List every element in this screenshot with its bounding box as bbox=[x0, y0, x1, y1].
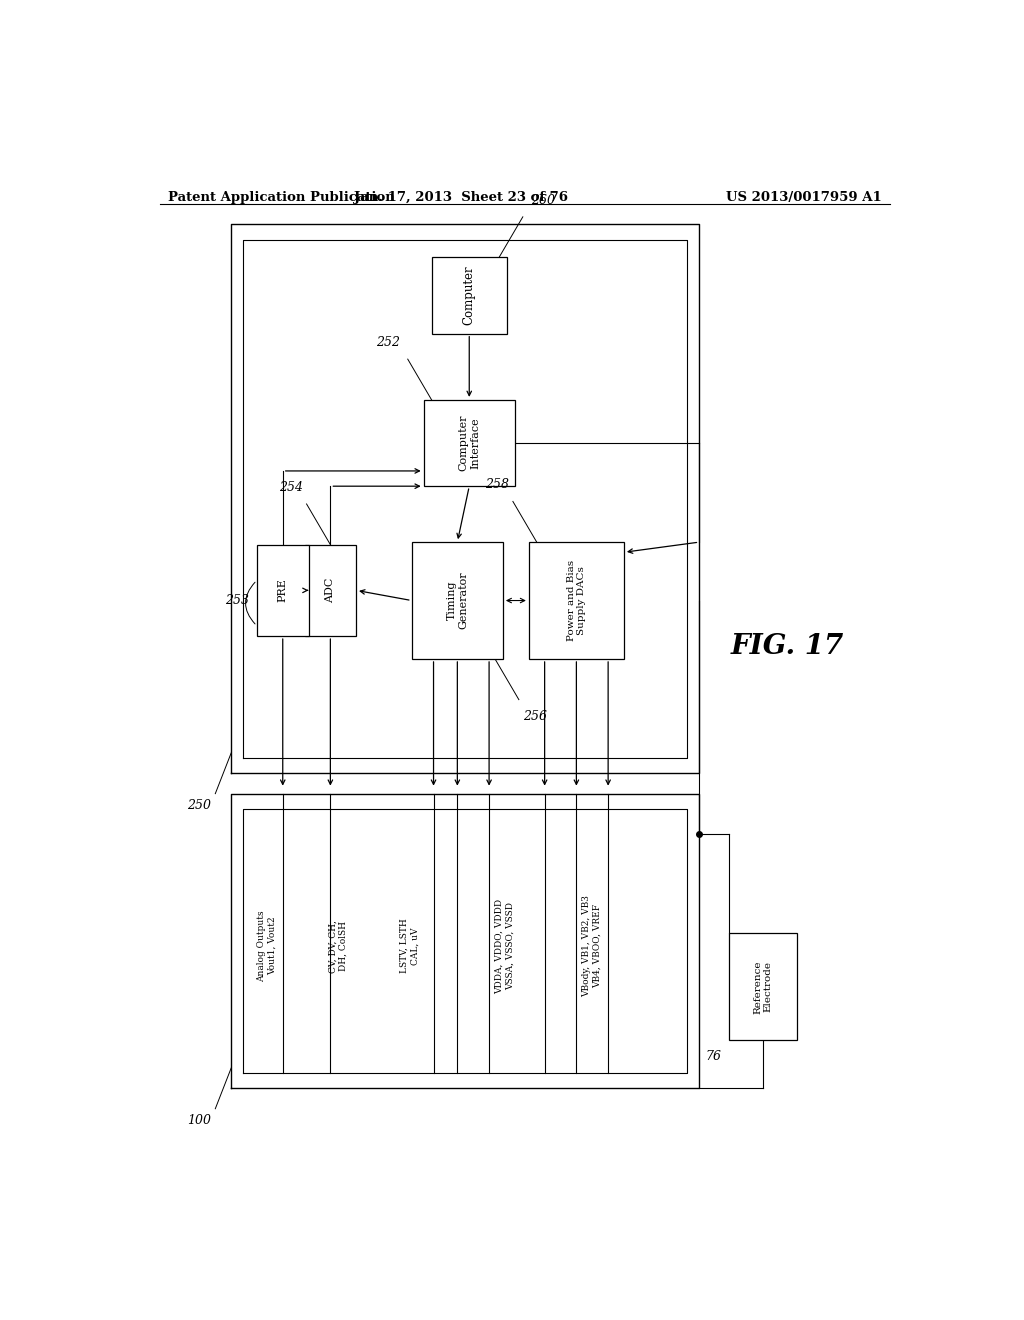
Text: 253: 253 bbox=[225, 594, 249, 607]
Bar bbox=[257, 545, 308, 636]
Bar bbox=[424, 400, 515, 486]
Text: Computer: Computer bbox=[463, 265, 476, 326]
Text: 100: 100 bbox=[187, 1114, 211, 1127]
Text: VBody, VB1, VB2, VB3
VB4, VBOO, VREF: VBody, VB1, VB2, VB3 VB4, VBOO, VREF bbox=[583, 895, 602, 997]
Text: Timing
Generator: Timing Generator bbox=[446, 572, 468, 630]
Text: 258: 258 bbox=[485, 478, 509, 491]
Text: 76: 76 bbox=[706, 1051, 721, 1064]
Text: Analog Outputs
Vout1, Vout2: Analog Outputs Vout1, Vout2 bbox=[257, 911, 276, 982]
Text: LSTV, LSTH
CAL, uV: LSTV, LSTH CAL, uV bbox=[400, 919, 420, 973]
Text: Patent Application Publication: Patent Application Publication bbox=[168, 191, 394, 203]
Text: PRE: PRE bbox=[278, 578, 288, 602]
Text: 260: 260 bbox=[530, 194, 555, 207]
Text: Jan. 17, 2013  Sheet 23 of 76: Jan. 17, 2013 Sheet 23 of 76 bbox=[354, 191, 568, 203]
Bar bbox=[431, 257, 507, 334]
Text: VDDA, VDDO, VDDD
VSSA, VSSO, VSSD: VDDA, VDDO, VDDD VSSA, VSSO, VSSD bbox=[496, 899, 515, 994]
Text: 254: 254 bbox=[279, 480, 303, 494]
Text: ADC: ADC bbox=[326, 578, 336, 603]
Bar bbox=[412, 543, 503, 659]
Bar bbox=[304, 545, 356, 636]
Bar bbox=[729, 933, 797, 1040]
Text: 252: 252 bbox=[376, 337, 399, 348]
Text: 256: 256 bbox=[523, 710, 547, 723]
Text: Power and Bias
Supply DACs: Power and Bias Supply DACs bbox=[566, 560, 586, 642]
Text: Computer
Interface: Computer Interface bbox=[459, 414, 480, 471]
Text: 250: 250 bbox=[187, 799, 211, 812]
Text: Reference
Electrode: Reference Electrode bbox=[754, 960, 772, 1014]
Text: FIG. 17: FIG. 17 bbox=[731, 632, 845, 660]
Text: US 2013/0017959 A1: US 2013/0017959 A1 bbox=[726, 191, 882, 203]
Text: CV, DV, CH,
DH, ColSH: CV, DV, CH, DH, ColSH bbox=[329, 920, 348, 973]
Bar bbox=[528, 543, 624, 659]
